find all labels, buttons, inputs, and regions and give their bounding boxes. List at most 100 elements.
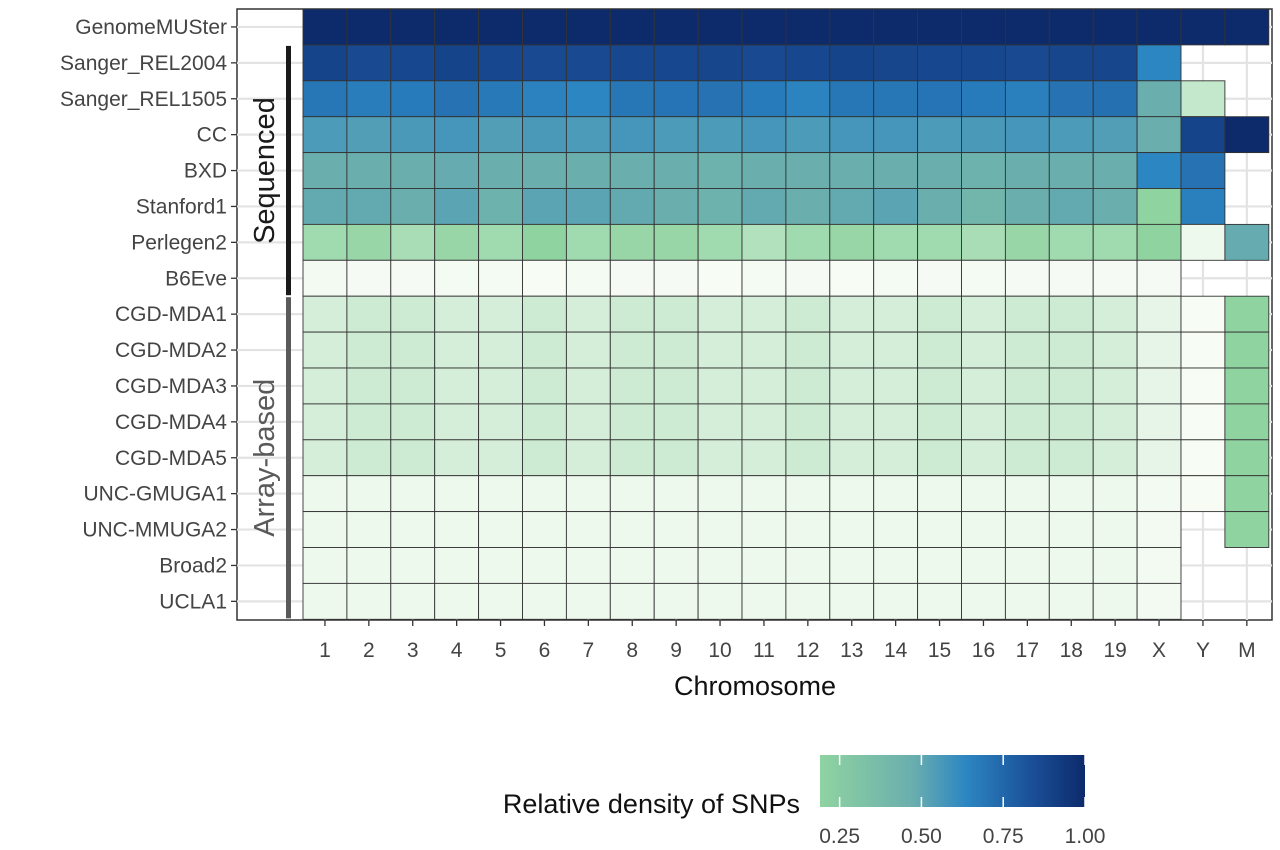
cell-Stanford1-chrX <box>1136 188 1182 225</box>
cell-B6Eve-chr19 <box>1092 259 1138 297</box>
cell-GenomeMUSter-chr16 <box>961 8 1006 46</box>
cell-GenomeMUSter-chr6 <box>522 8 567 46</box>
cell-Broad2-chr18 <box>1048 547 1094 584</box>
x-tick-label-14: 14 <box>884 639 908 662</box>
cell-CC-chr18 <box>1048 116 1094 154</box>
cell-CGD-MDA5-chr14 <box>873 439 919 477</box>
cell-CGD-MDA2-chr14 <box>873 331 919 369</box>
cell-UNC-GMUGA1-chr15 <box>917 475 962 513</box>
x-tick-label-M: M <box>1238 639 1256 662</box>
x-tick-label-10: 10 <box>708 639 731 662</box>
cell-Sanger_REL1505-chr15 <box>917 80 962 118</box>
cell-UNC-MMUGA2-chr6 <box>522 511 567 548</box>
cell-BXD-chr14 <box>873 152 919 189</box>
x-tick-label-15: 15 <box>928 639 951 662</box>
cell-GenomeMUSter-chr19 <box>1092 8 1138 46</box>
cell-Broad2-chr16 <box>961 547 1006 584</box>
cell-CGD-MDA3-chr2 <box>346 367 392 405</box>
cell-CC-chrM <box>1224 116 1270 154</box>
cell-Stanford1-chr4 <box>434 188 480 225</box>
cell-CGD-MDA1-chr18 <box>1048 295 1094 333</box>
cell-Perlegen2-chr14 <box>873 223 919 261</box>
cell-Sanger_REL2004-chr10 <box>697 44 743 82</box>
cell-CC-chr16 <box>961 116 1006 154</box>
group-bar-sequenced <box>286 45 291 296</box>
cell-B6Eve-chr15 <box>917 259 962 297</box>
cell-CGD-MDA2-chrM <box>1224 331 1270 369</box>
cell-UNC-GMUGA1-chrM <box>1224 475 1270 513</box>
cell-CGD-MDA5-chr12 <box>785 439 831 477</box>
cell-GenomeMUSter-chr2 <box>346 8 392 46</box>
cell-CC-chr12 <box>785 116 831 154</box>
cell-Sanger_REL2004-chr15 <box>917 44 962 82</box>
cell-UNC-MMUGA2-chr4 <box>434 511 480 548</box>
cell-CGD-MDA4-chr16 <box>961 403 1006 441</box>
y-tick-label-CC: CC <box>197 124 227 147</box>
cell-CGD-MDA2-chr13 <box>829 331 875 369</box>
cell-CGD-MDA1-chr19 <box>1092 295 1138 333</box>
cell-Sanger_REL1505-chr18 <box>1048 80 1094 118</box>
legend-tick-label-0.25: 0.25 <box>819 825 860 848</box>
cell-CGD-MDA1-chr12 <box>785 295 831 333</box>
cell-CC-chr15 <box>917 116 962 154</box>
cell-Sanger_REL2004-chr9 <box>653 44 699 82</box>
cell-CGD-MDA1-chr6 <box>522 295 567 333</box>
cell-UNC-GMUGA1-chr7 <box>565 475 611 513</box>
cell-Broad2-chr8 <box>609 547 655 584</box>
cell-CGD-MDA3-chr13 <box>829 367 875 405</box>
cell-UCLA1-chr3 <box>390 582 436 620</box>
cell-CGD-MDA3-chr8 <box>609 367 655 405</box>
cell-GenomeMUSter-chr10 <box>697 8 743 46</box>
cell-Sanger_REL1505-chrY <box>1180 80 1226 118</box>
cell-UNC-MMUGA2-chr8 <box>609 511 655 548</box>
cell-Broad2-chr2 <box>346 547 392 584</box>
cell-B6Eve-chr4 <box>434 259 480 297</box>
cell-UCLA1-chrX <box>1136 582 1182 620</box>
cell-CGD-MDA2-chr16 <box>961 331 1006 369</box>
cell-Sanger_REL2004-chr8 <box>609 44 655 82</box>
cell-UNC-GMUGA1-chr2 <box>346 475 392 513</box>
legend-title: Relative density of SNPs <box>503 789 800 819</box>
cell-CGD-MDA4-chr8 <box>609 403 655 441</box>
cell-CGD-MDA3-chr11 <box>741 367 787 405</box>
cell-Sanger_REL2004-chr18 <box>1048 44 1094 82</box>
cell-CGD-MDA5-chrM <box>1224 439 1270 477</box>
cell-UCLA1-chr5 <box>478 582 523 620</box>
x-tick-label-13: 13 <box>840 639 863 662</box>
cell-Perlegen2-chr12 <box>785 223 831 261</box>
cell-GenomeMUSter-chr11 <box>741 8 787 46</box>
cell-Stanford1-chr19 <box>1092 188 1138 225</box>
cell-CGD-MDA4-chr15 <box>917 403 962 441</box>
cell-CGD-MDA4-chrY <box>1180 403 1226 441</box>
cell-Stanford1-chr5 <box>478 188 523 225</box>
cell-Stanford1-chr2 <box>346 188 392 225</box>
cell-CGD-MDA4-chr4 <box>434 403 480 441</box>
cell-CGD-MDA5-chr17 <box>1004 439 1050 477</box>
y-tick-label-UCLA1: UCLA1 <box>159 590 227 613</box>
y-tick-label-BXD: BXD <box>184 160 227 183</box>
cell-CGD-MDA4-chr2 <box>346 403 392 441</box>
cell-Broad2-chr3 <box>390 547 436 584</box>
cell-BXD-chr15 <box>917 152 962 189</box>
cell-CGD-MDA2-chrY <box>1180 331 1226 369</box>
y-axis-labels: GenomeMUSter Sanger_REL2004 Sanger_REL1505… <box>60 16 237 613</box>
cell-CGD-MDA5-chr3 <box>390 439 436 477</box>
x-tick-label-2: 2 <box>363 639 375 662</box>
cell-CGD-MDA1-chr15 <box>917 295 962 333</box>
cell-UNC-MMUGA2-chr16 <box>961 511 1006 548</box>
cell-UCLA1-chr18 <box>1048 582 1094 620</box>
cell-UCLA1-chr15 <box>917 582 962 620</box>
cell-CGD-MDA1-chrX <box>1136 295 1182 333</box>
cell-CGD-MDA2-chr19 <box>1092 331 1138 369</box>
cell-CC-chr11 <box>741 116 787 154</box>
cell-UNC-GMUGA1-chr16 <box>961 475 1006 513</box>
cell-GenomeMUSter-chr9 <box>653 8 699 46</box>
cell-Broad2-chr19 <box>1092 547 1138 584</box>
y-tick-label-CGD-MDA2: CGD-MDA2 <box>115 339 227 362</box>
cell-BXD-chr13 <box>829 152 875 189</box>
cell-UCLA1-chr9 <box>653 582 699 620</box>
cell-UNC-MMUGA2-chr7 <box>565 511 611 548</box>
cell-UNC-MMUGA2-chr1 <box>302 511 348 548</box>
cell-BXD-chr2 <box>346 152 392 189</box>
cell-CGD-MDA1-chr11 <box>741 295 787 333</box>
